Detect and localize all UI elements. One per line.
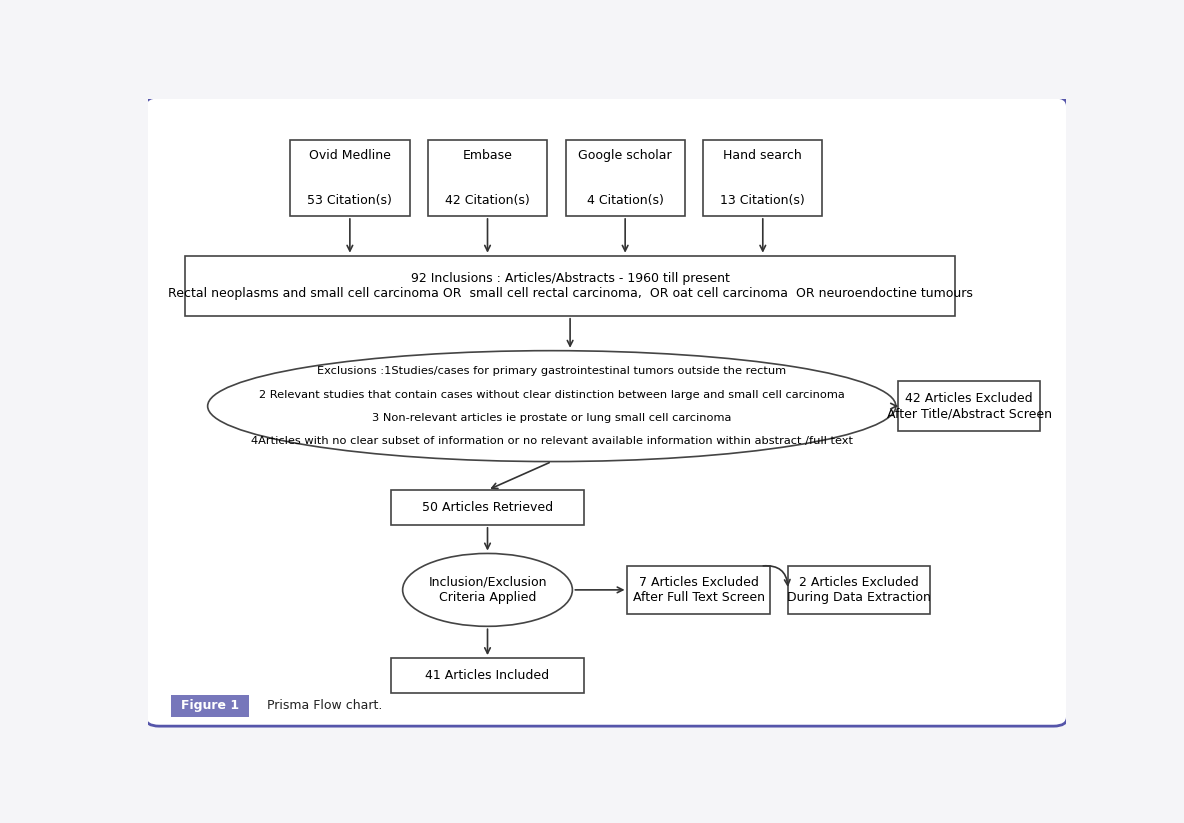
Text: 41 Articles Included: 41 Articles Included <box>425 669 549 682</box>
FancyBboxPatch shape <box>185 256 955 316</box>
FancyBboxPatch shape <box>628 566 770 614</box>
Ellipse shape <box>207 351 896 462</box>
Text: Figure 1: Figure 1 <box>181 700 239 713</box>
Text: 7 Articles Excluded
After Full Text Screen: 7 Articles Excluded After Full Text Scre… <box>632 576 765 604</box>
FancyBboxPatch shape <box>899 381 1041 431</box>
FancyBboxPatch shape <box>172 695 250 717</box>
FancyBboxPatch shape <box>566 140 684 216</box>
Text: Prisma Flow chart.: Prisma Flow chart. <box>255 700 382 713</box>
Text: 92 Inclusions : Articles/Abstracts - 1960 till present
Rectal neoplasms and smal: 92 Inclusions : Articles/Abstracts - 196… <box>168 272 972 300</box>
Text: Exclusions :1Studies/cases for primary gastrointestinal tumors outside the rectu: Exclusions :1Studies/cases for primary g… <box>251 366 852 446</box>
Text: Inclusion/Exclusion
Criteria Applied: Inclusion/Exclusion Criteria Applied <box>429 576 547 604</box>
Text: Hand search


13 Citation(s): Hand search 13 Citation(s) <box>720 149 805 207</box>
Text: 42 Articles Excluded
After Title/Abstract Screen: 42 Articles Excluded After Title/Abstrac… <box>887 392 1051 420</box>
FancyBboxPatch shape <box>703 140 823 216</box>
Text: Ovid Medline


53 Citation(s): Ovid Medline 53 Citation(s) <box>308 149 392 207</box>
FancyBboxPatch shape <box>146 97 1068 726</box>
Text: 2 Articles Excluded
During Data Extraction: 2 Articles Excluded During Data Extracti… <box>787 576 931 604</box>
Text: 50 Articles Retrieved: 50 Articles Retrieved <box>422 501 553 514</box>
Text: Embase


42 Citation(s): Embase 42 Citation(s) <box>445 149 530 207</box>
FancyBboxPatch shape <box>391 658 584 693</box>
FancyBboxPatch shape <box>789 566 931 614</box>
Text: Google scholar


4 Citation(s): Google scholar 4 Citation(s) <box>578 149 673 207</box>
Ellipse shape <box>403 553 572 626</box>
FancyBboxPatch shape <box>290 140 410 216</box>
FancyBboxPatch shape <box>427 140 547 216</box>
FancyBboxPatch shape <box>391 490 584 525</box>
